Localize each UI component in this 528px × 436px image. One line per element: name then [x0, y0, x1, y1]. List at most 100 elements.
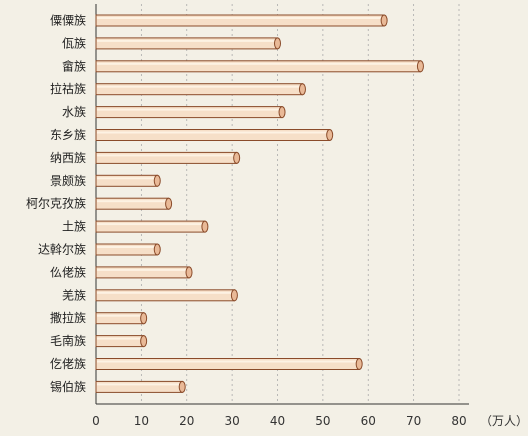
bar-highlight	[97, 39, 276, 42]
category-label: 佤族	[62, 36, 86, 50]
bar-end-cap	[165, 197, 173, 210]
bar-end-cap	[153, 174, 161, 187]
bar	[95, 266, 193, 279]
tick-labels: 0 10 20 30 40 50 60 70 80	[92, 414, 466, 428]
bar	[95, 197, 173, 210]
bar-highlight	[97, 62, 419, 65]
bar	[95, 358, 363, 370]
bar	[95, 289, 238, 302]
category-label: 羌族	[62, 288, 86, 302]
bar-body	[95, 289, 235, 302]
bar-body	[95, 151, 238, 164]
x-tick-label: 60	[361, 414, 376, 428]
bar-highlight	[97, 246, 156, 248]
bar	[95, 220, 209, 233]
bar-body	[95, 358, 360, 370]
bar	[95, 106, 286, 119]
bar-body	[95, 37, 278, 50]
category-label: 达斡尔族	[38, 242, 86, 257]
x-tick-label: 70	[406, 414, 421, 428]
category-label: 东乡族	[50, 128, 86, 142]
bar-body	[95, 83, 303, 96]
category-label: 仡佬族	[50, 357, 86, 371]
bar-end-cap	[380, 14, 388, 27]
x-tick-label: 80	[451, 414, 466, 428]
bar-body	[95, 380, 183, 393]
category-label: 景颇族	[50, 173, 86, 188]
bar	[95, 14, 388, 27]
bar-highlight	[97, 108, 281, 111]
category-label: 土族	[62, 220, 86, 234]
bar-highlight	[97, 223, 203, 226]
bar-highlight	[97, 154, 235, 157]
bar	[95, 37, 281, 50]
bars	[95, 14, 424, 393]
bar-body	[95, 312, 145, 325]
bar	[95, 312, 148, 325]
x-tick-label: 30	[224, 414, 239, 428]
bar	[95, 174, 161, 187]
x-tick-label: 20	[179, 414, 194, 428]
category-label: 拉祜族	[50, 81, 86, 96]
bar-end-cap	[278, 106, 286, 119]
bar	[95, 380, 186, 393]
bar-highlight	[97, 383, 181, 386]
category-label: 水族	[62, 105, 86, 119]
bar-body	[95, 197, 170, 210]
bar-end-cap	[298, 83, 306, 96]
bar-body	[95, 335, 145, 348]
category-label: 畲族	[62, 58, 86, 73]
bar	[95, 243, 161, 256]
category-label: 柯尔克孜族	[26, 196, 86, 211]
category-label: 僳僳族	[50, 14, 86, 28]
category-label: 仫佬族	[50, 265, 86, 279]
bar-end-cap	[355, 358, 363, 370]
bar-body	[95, 60, 421, 73]
bar-body	[95, 266, 190, 279]
bar-end-cap	[230, 289, 238, 302]
category-label: 毛南族	[50, 333, 86, 348]
bar-end-cap	[140, 335, 148, 348]
bar-body	[95, 243, 158, 256]
x-tick-label: 50	[315, 414, 330, 428]
bar-end-cap	[416, 60, 424, 73]
bar-end-cap	[233, 151, 241, 164]
bar-end-cap	[274, 37, 281, 50]
bar-highlight	[97, 337, 142, 340]
bar-highlight	[97, 291, 233, 294]
bar-end-cap	[153, 243, 161, 256]
bar-highlight	[97, 200, 167, 203]
bar-end-cap	[178, 380, 186, 393]
bar	[95, 129, 334, 141]
bar-highlight	[97, 314, 142, 317]
bar-body	[95, 129, 331, 141]
bar-end-cap	[185, 266, 193, 279]
bar-body	[95, 106, 283, 119]
category-labels: 僳僳族佤族畲族拉祜族水族东乡族纳西族景颇族柯尔克孜族土族达斡尔族仫佬族羌族撒拉族…	[26, 14, 86, 394]
category-label: 锡伯族	[50, 379, 86, 394]
bar-highlight	[97, 131, 328, 134]
x-tick-label: 40	[270, 414, 285, 428]
bar-highlight	[97, 17, 383, 19]
bar-body	[95, 220, 206, 233]
bar	[95, 83, 306, 96]
bar-body	[95, 14, 385, 27]
bar-highlight	[97, 360, 358, 363]
bar-highlight	[97, 85, 301, 88]
x-tick-label: 10	[134, 414, 149, 428]
unit-label: （万人）	[480, 414, 528, 428]
bar-end-cap	[201, 220, 209, 233]
bar-end-cap	[140, 312, 148, 325]
x-tick-label: 0	[92, 414, 100, 428]
bar-end-cap	[326, 129, 334, 141]
category-label: 纳西族	[50, 151, 86, 165]
bar-highlight	[97, 177, 156, 180]
bar-highlight	[97, 268, 188, 271]
category-label: 撒拉族	[50, 310, 86, 325]
bar-body	[95, 174, 158, 187]
bar	[95, 60, 424, 73]
bar	[95, 335, 148, 348]
bar	[95, 151, 241, 164]
